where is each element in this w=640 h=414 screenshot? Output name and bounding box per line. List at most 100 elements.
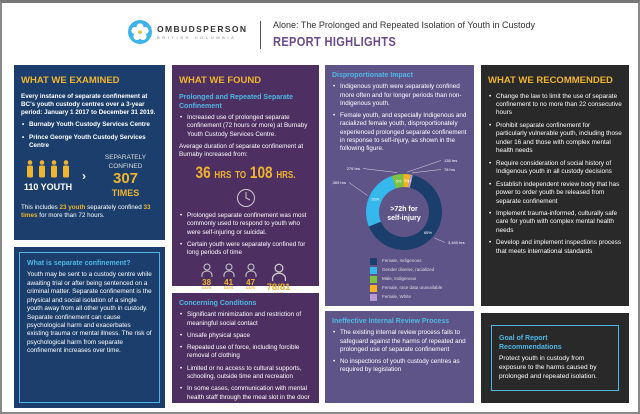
legend-item: Female, White (370, 293, 467, 301)
brand-name: OMBUDSPERSON (157, 24, 248, 34)
report-subtitle: REPORT HIGHLIGHTS (273, 34, 397, 49)
legend-label: Female, race data unavailable (382, 285, 443, 291)
person-icon (223, 263, 235, 278)
legend-swatch (370, 266, 377, 274)
recommendation-item: Prohibit separate confinement for partic… (488, 122, 622, 156)
arrow-right-icon: › (82, 169, 86, 184)
concerning-conditions-panel: Concerning Conditions Significant minimi… (172, 293, 319, 403)
goal-text: Protect youth in custody from exposure t… (499, 355, 597, 380)
centre-item: Burnaby Youth Custody Services Centre (21, 121, 158, 130)
legend-swatch (370, 275, 377, 283)
note: This includes 23 youth separately confin… (21, 203, 151, 220)
slice-hours-label: 138 hrs (444, 158, 457, 163)
subheading: Prolonged and Repeated Separate Confinem… (179, 93, 293, 110)
brand-subtitle: BRITISH COLUMBIA (157, 35, 237, 40)
slice-hours-label: 78 hrs (444, 167, 455, 172)
report-title: Alone: The Prolonged and Repeated Isolat… (273, 20, 536, 30)
what-we-recommended-panel: WHAT WE RECOMMENDED Change the law to li… (481, 65, 629, 306)
donut-chart: 5% 279 hrs 3% 138 hrs 1% 78 hrs 65% 3,440 hrs 26… (332, 158, 465, 250)
recommendation-item: Develop and implement inspections proces… (488, 239, 622, 256)
person-icon (271, 264, 286, 282)
condition-item: Repeated use of force, including forcibl… (179, 344, 312, 361)
days-stat: 41 DAYS (223, 263, 235, 296)
recommendation-item: Establish independent review body that h… (488, 181, 622, 206)
legend-item: Male, Indigenous (370, 275, 467, 283)
donut-slice (403, 173, 411, 187)
ombudsperson-logo-icon (128, 20, 152, 44)
review-item: The existing internal review process fai… (332, 329, 467, 354)
goal-panel: Goal of Report Recommendations Protect y… (481, 313, 629, 403)
legend-label: Female, Indigenous (382, 258, 422, 264)
legend-swatch (370, 284, 377, 292)
header: OMBUDSPERSON BRITISH COLUMBIA Alone: The… (2, 3, 640, 59)
goal-heading: Goal of Report Recommendations (499, 335, 562, 352)
youth-figures-icon (27, 160, 69, 178)
legend-swatch (370, 293, 377, 301)
review-item: No inspections of youth custody centres … (332, 358, 467, 375)
person-icon (201, 263, 213, 278)
slice-pct-label: 5% (396, 178, 402, 183)
intro: Every instance of separate confinement a… (21, 92, 156, 117)
heading: Disproportionate Impact (332, 72, 413, 79)
leader-line (412, 168, 442, 173)
what-we-examined-panel: WHAT WE EXAMINED Every instance of separ… (14, 65, 165, 240)
slice-hours-label: 279 hrs (347, 166, 360, 171)
donut-slice (408, 174, 413, 188)
heading: WHAT WE EXAMINED (21, 75, 120, 86)
recommendation-item: Change the law to limit the use of separ… (488, 93, 622, 118)
condition-item: Limited or no access to cultural support… (179, 365, 312, 382)
chart-title: self-injury (387, 215, 421, 222)
heading: WHAT WE FOUND (179, 75, 262, 86)
chart-legend: Female, Indigenous Gender diverse, racial… (332, 257, 467, 301)
finding-item: Prolonged separate confinement was most … (179, 212, 312, 237)
legend-item: Gender diverse, racialized (370, 266, 467, 274)
days-stat: 38 DAYS (201, 263, 213, 296)
youth-count: 110 YOUTH (23, 181, 73, 192)
what-we-found-panel: WHAT WE FOUND Prolonged and Repeated Sep… (172, 65, 319, 295)
days-stat: 47 DAYS (245, 263, 257, 296)
condition-item: Unsafe physical space (179, 332, 312, 341)
legend-item: Female, Indigenous (370, 257, 467, 265)
separately-confined-label: SEPARATELY CONFINED (104, 154, 147, 170)
leader-line (362, 167, 398, 173)
heading: WHAT WE RECOMMENDED (488, 75, 613, 86)
recommendation-item: Require consideration of social history … (488, 160, 622, 177)
legend-label: Female, White (382, 294, 412, 300)
condition-item: Significant minimization and restriction… (179, 311, 312, 328)
days-stat: 78/81DAYS (267, 263, 290, 296)
duration-increase: 36 HRS TO 108 HRS. (195, 163, 296, 183)
times-label: TIMES (111, 187, 140, 198)
definition-panel: What is separate confinement? Youth may … (14, 247, 165, 408)
definition-text: Youth may be sent to a custody centre wh… (27, 271, 152, 355)
clock-icon (236, 188, 255, 207)
legend-label: Gender diverse, racialized (382, 267, 435, 273)
divider (260, 21, 261, 49)
person-icon (245, 263, 257, 278)
legend-swatch (370, 257, 377, 265)
leader-line (434, 237, 446, 243)
centre-item: Prince George Youth Custody Services Cen… (21, 134, 158, 151)
slice-hours-label: 1,369 hrs (332, 180, 346, 185)
condition-item: In some cases, communication with mental… (179, 385, 312, 402)
donut-slice (368, 174, 442, 250)
heading: Ineffective Internal Review Process (332, 318, 450, 325)
recommendation-item: Implement trauma-informed, culturally sa… (488, 210, 622, 235)
slice-pct-label: 3% (404, 178, 410, 183)
times-count: 307 (112, 170, 139, 188)
donut-slice (391, 173, 404, 188)
avg-text: Average duration of separate confinement… (179, 142, 304, 159)
slice-pct-label: 26% (371, 196, 379, 201)
impact-item: Indigenous youth were separately confine… (332, 83, 467, 108)
finding-item: Certain youth were separately confined f… (179, 241, 312, 258)
leader-line (348, 181, 368, 196)
donut-slice (366, 175, 396, 227)
heading: Concerning Conditions (179, 300, 257, 307)
chart-title: >72h for (390, 206, 418, 213)
slice-hours-label: 3,440 hrs (448, 240, 465, 245)
internal-review-panel: Ineffective Internal Review Process The … (325, 311, 474, 403)
impact-item: Female youth, and especially Indigenous … (332, 112, 467, 153)
slice-pct-label: 65% (424, 230, 432, 235)
disproportionate-impact-panel: Disproportionate Impact Indigenous youth… (325, 65, 474, 306)
slice-pct-label: 1% (407, 178, 413, 183)
